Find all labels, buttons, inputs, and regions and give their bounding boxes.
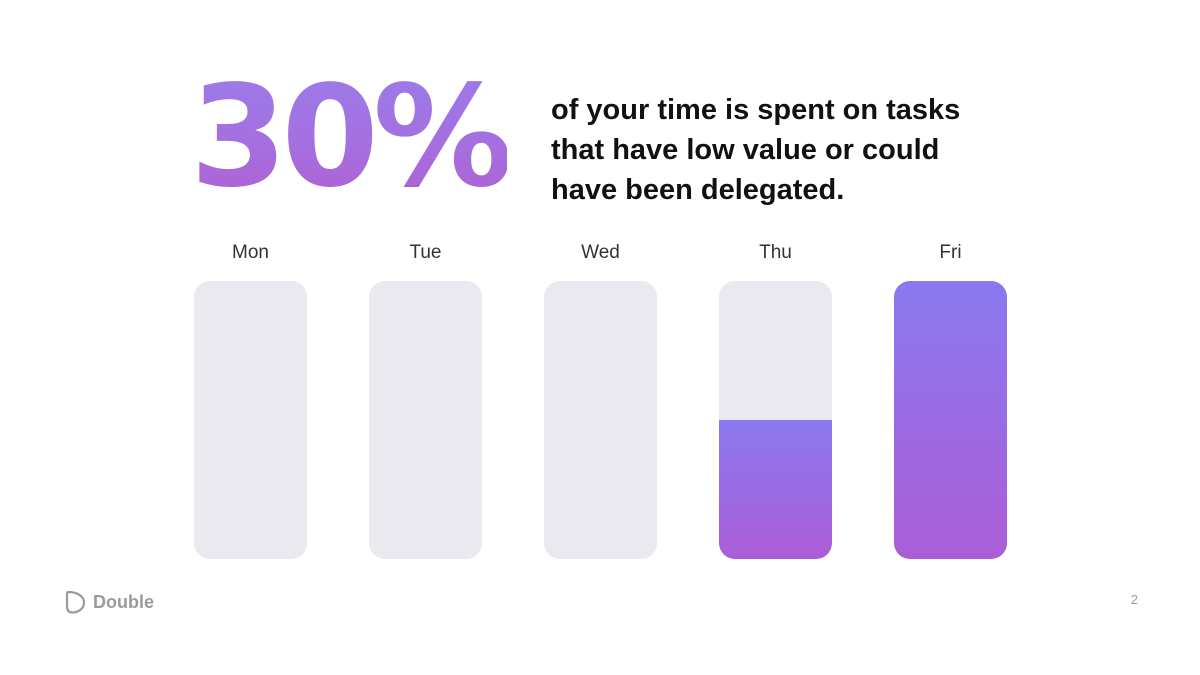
bar-track-tue (369, 281, 482, 559)
bar-label-mon: Mon (232, 242, 269, 263)
bar-column-thu: Thu (719, 240, 832, 559)
bar-label-wed: Wed (581, 242, 620, 263)
bar-track-thu (719, 281, 832, 559)
bar-column-fri: Fri (894, 240, 1007, 559)
headline-text: of your time is spent on tasks that have… (551, 94, 961, 206)
bar-track-fri (894, 281, 1007, 559)
big-stat-number: 30% (190, 56, 513, 219)
logo-text: Double (93, 591, 154, 612)
bar-column-mon: Mon (194, 240, 307, 559)
page-number: 2 (1130, 592, 1138, 607)
logo: Double (63, 589, 154, 615)
bar-label-tue: Tue (409, 242, 442, 263)
bar-column-tue: Tue (369, 240, 482, 559)
bar-track-mon (194, 281, 307, 559)
double-logo-icon (65, 590, 86, 614)
bar-column-wed: Wed (544, 240, 657, 559)
bar-track-wed (544, 281, 657, 559)
bar-fill-fri (894, 281, 1007, 559)
bar-label-fri: Fri (939, 242, 962, 263)
bar-label-thu: Thu (759, 242, 792, 263)
bar-fill-thu (719, 420, 832, 559)
